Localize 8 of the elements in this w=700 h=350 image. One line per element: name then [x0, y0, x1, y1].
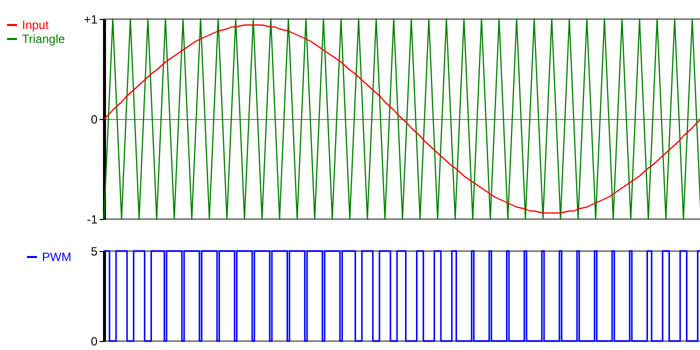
legend-label: Input [22, 18, 50, 32]
legend-label: PWM [42, 250, 72, 264]
y-tick-label: 0 [90, 112, 98, 126]
y-tick-label: -1 [86, 212, 98, 226]
y-tick-label: 0 [90, 334, 98, 348]
legend-label: Triangle [22, 32, 66, 46]
y-tick-label: 5 [90, 244, 98, 258]
y-tick-label: +1 [84, 12, 98, 26]
